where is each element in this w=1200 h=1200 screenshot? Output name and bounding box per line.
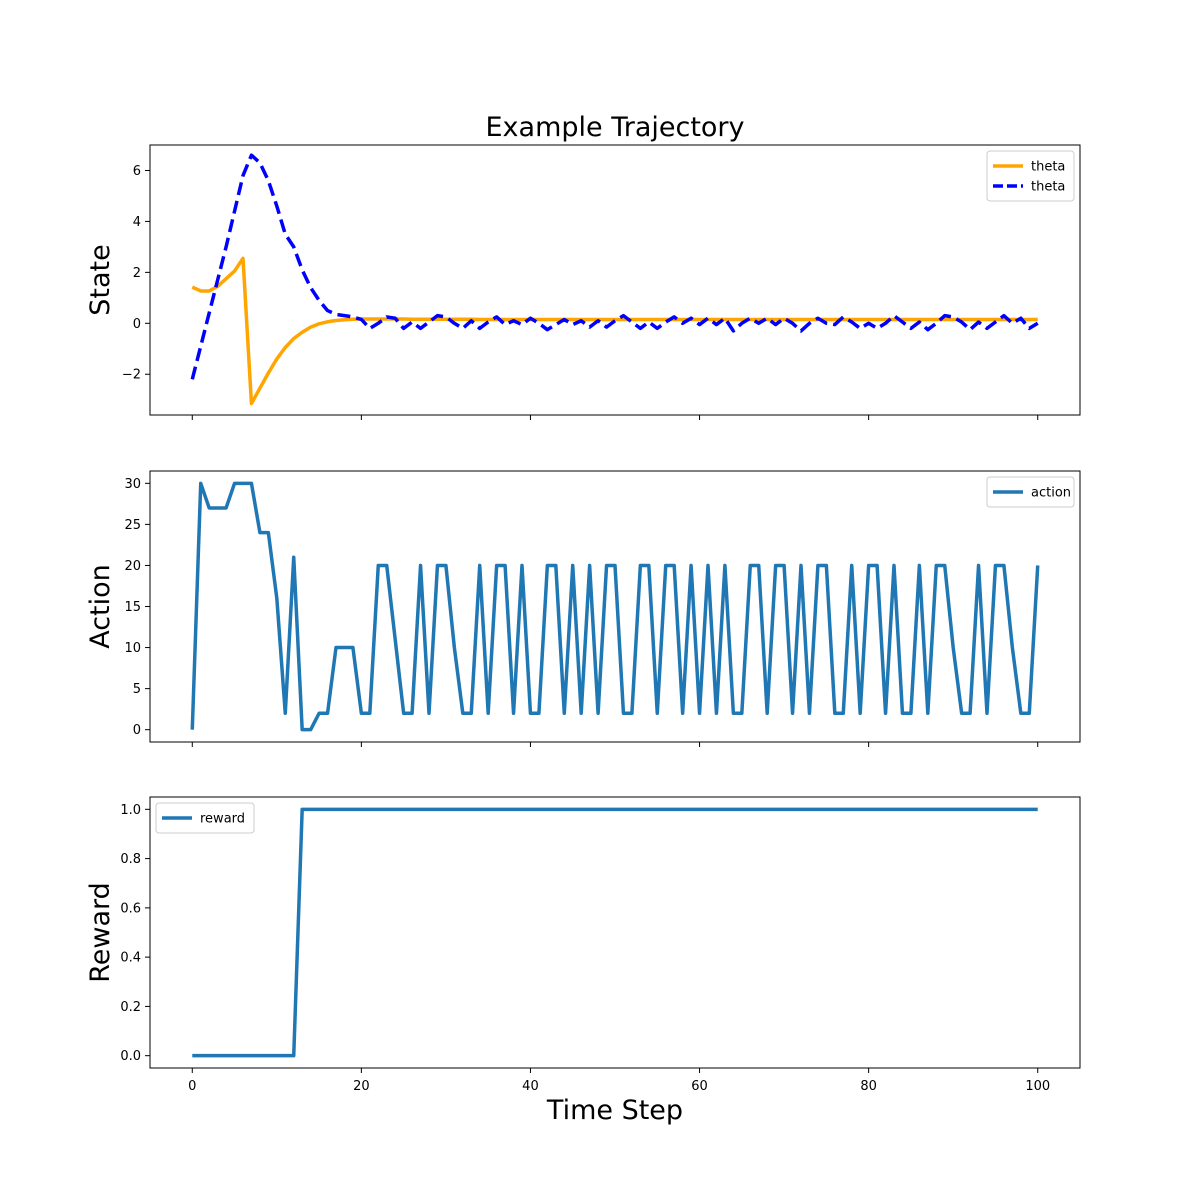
action-y-tick-label: 25 [124, 518, 141, 533]
figure-title: Example Trajectory [485, 112, 744, 143]
state-y-tick-label: 0 [133, 317, 141, 332]
state-y-tick-label: 6 [133, 164, 141, 179]
action-legend-box [986, 476, 1075, 508]
reward-x-tick-label: 60 [691, 1079, 708, 1094]
action-y-tick-label: 10 [124, 641, 141, 656]
reward-y-tick-label: 1.0 [120, 803, 141, 818]
state-axes-frame [149, 144, 1081, 416]
action-legend-label: action [1031, 486, 1071, 501]
reward-x-tick-label: 40 [522, 1079, 539, 1094]
reward-y-tick-label: 0.6 [120, 901, 141, 916]
action-y-axis-title: Action [85, 564, 116, 649]
reward-y-axis-title: Reward [85, 882, 116, 983]
action-y-tick-label: 0 [133, 723, 141, 738]
reward-legend: reward [155, 802, 255, 834]
state-legend-label: theta [1031, 180, 1065, 195]
action-y-tick-label: 20 [124, 559, 141, 574]
reward-y-tick-label: 0.0 [120, 1049, 141, 1064]
reward-panel: 0 20 40 60 80 100 0.0 0.2 0.4 0.6 0.8 1.0 Reward rewa… [85, 796, 1081, 1094]
reward-axes-frame [149, 796, 1081, 1069]
action-panel: 0 5 10 15 20 25 30 Action action [85, 470, 1081, 747]
action-series-1-line [190, 481, 1040, 732]
action-y-tick-label: 5 [133, 682, 141, 697]
state-legend-label: theta [1031, 160, 1065, 175]
reward-y-tick-label: 0.8 [120, 852, 141, 867]
state-y-tick-label: 2 [133, 266, 141, 281]
reward-series-1-line [192, 807, 1038, 1058]
state-legend: theta theta [986, 150, 1075, 202]
action-y-tick-label: 15 [124, 600, 141, 615]
action-legend: action [986, 476, 1075, 508]
reward-y-tick-label: 0.4 [120, 951, 141, 966]
reward-x-tick-label: 20 [353, 1079, 370, 1094]
state-series-2-line [190, 153, 1039, 380]
state-y-tick-label: −2 [122, 368, 141, 383]
action-y-tick-label: 30 [124, 477, 141, 492]
state-y-tick-label: 4 [133, 215, 141, 230]
reward-x-tick-label: 0 [188, 1079, 196, 1094]
state-panel: −2 0 2 4 6 State theta theta [85, 144, 1081, 420]
state-y-axis-title: State [85, 244, 116, 315]
reward-y-tick-label: 0.2 [120, 1000, 141, 1015]
reward-legend-box [155, 802, 255, 834]
reward-x-tick-label: 80 [860, 1079, 877, 1094]
state-legend-box [986, 150, 1075, 202]
x-axis-title: Time Step [546, 1095, 683, 1126]
reward-legend-label: reward [200, 812, 245, 827]
reward-x-tick-label: 100 [1025, 1079, 1050, 1094]
